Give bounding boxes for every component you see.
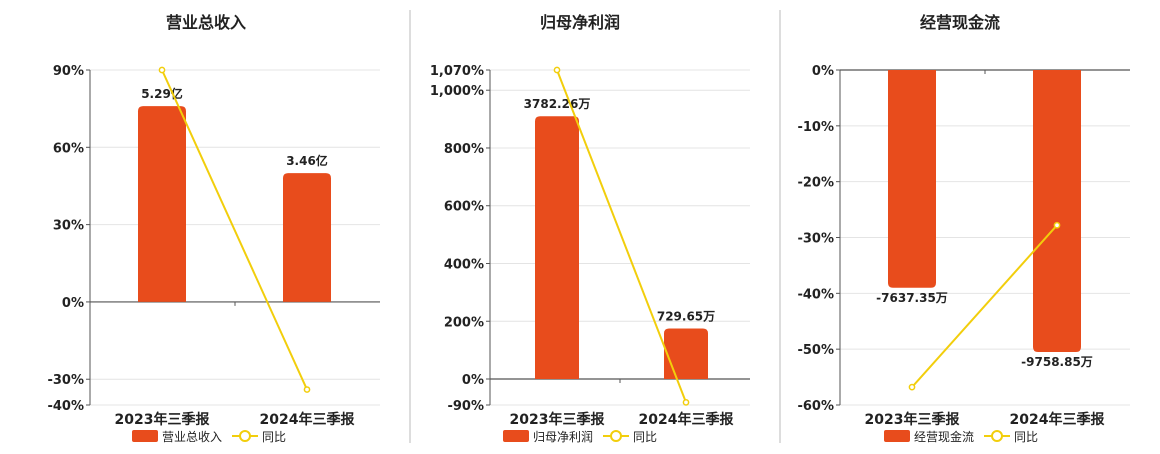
y-tick-label: -50% [797,343,834,358]
legend-bar-swatch [132,430,158,442]
x-category-label: 2024年三季报 [1010,411,1105,428]
y-tick-label: -40% [797,287,834,302]
y-tick-label: 0% [462,373,484,388]
legend-line-label: 同比 [262,430,286,444]
chart-title: 营业总收入 [166,13,246,32]
yoy-point-1 [553,66,561,74]
legend-bar-swatch [884,430,910,442]
y-tick-label: 0% [812,64,834,79]
bar-2 [283,173,331,302]
yoy-line [911,224,1058,388]
legend-line-label: 同比 [633,430,657,444]
y-tick-label: 30% [53,219,84,234]
legend: 经营现金流 同比 [884,429,1038,444]
y-tick-label: -30% [47,373,84,388]
chart-panel-1: 营业总收入 90% 60% 30% 0% -30% -40% 5.29亿 3.46亿 2023年三… [47,13,380,444]
y-tick-label: -20% [797,176,834,191]
legend: 归母净利润 同比 [503,430,657,444]
y-tick-label: 1,000% [430,84,484,99]
y-tick-label: -10% [797,120,834,135]
legend-bar-label: 归母净利润 [533,430,593,444]
y-tick-label: 600% [444,200,484,215]
bar-data-label: 3782.26万 [524,97,591,111]
yoy-point-1 [908,383,916,391]
y-tick-label: 1,070% [430,64,484,79]
legend-line-label: 同比 [1014,430,1038,444]
y-tick-label: 400% [444,257,484,272]
bar-2 [1033,70,1081,352]
bar-data-label: 5.29亿 [141,86,183,101]
bar-2 [664,328,708,380]
yoy-point-2 [1053,221,1061,229]
chart-title: 归母净利润 [540,13,620,32]
y-tick-label: -90% [447,399,484,414]
bar-data-label: -7637.35万 [876,291,948,305]
y-tick-label: 90% [53,64,84,79]
legend: 营业总收入 同比 [132,430,286,444]
y-tick-label: -40% [47,399,84,414]
yoy-point-2 [682,399,690,406]
chart-panel-3: 经营现金流 0% -10% -20% -30% -40% -50% -60% -7637.35万… [797,13,1130,444]
legend-line-marker [239,430,251,442]
y-tick-label: -30% [797,232,834,247]
y-tick-label: 60% [53,141,84,156]
y-tick-label: 200% [444,315,484,330]
yoy-point-1 [158,66,166,74]
bar-data-label: -9758.85万 [1021,355,1093,369]
bar-data-label: 3.46亿 [286,153,328,168]
yoy-line [161,69,308,390]
x-category-label: 2023年三季报 [865,411,960,428]
bar-1 [138,106,186,302]
legend-line-marker [610,430,622,442]
legend-bar-swatch [503,430,529,442]
legend-bar-label: 经营现金流 [914,429,974,444]
bar-1 [888,70,936,288]
y-tick-label: -60% [797,399,834,414]
chart-title: 经营现金流 [920,13,1000,32]
bar-1 [535,116,579,380]
legend-line-marker [991,430,1003,442]
yoy-line [556,69,687,403]
x-category-label: 2023年三季报 [115,411,210,428]
y-tick-label: 0% [62,296,84,311]
y-tick-label: 800% [444,142,484,157]
chart-panel-2: 归母净利润 1,070% 1,000% 800% 600% 400% 200% 0% -90% 3… [430,13,750,444]
x-category-label: 2024年三季报 [260,411,355,428]
yoy-point-2 [303,386,311,393]
x-category-label: 2024年三季报 [639,411,734,428]
x-category-label: 2023年三季报 [510,411,605,428]
legend-bar-label: 营业总收入 [162,430,222,444]
bar-data-label: 729.65万 [657,309,715,323]
